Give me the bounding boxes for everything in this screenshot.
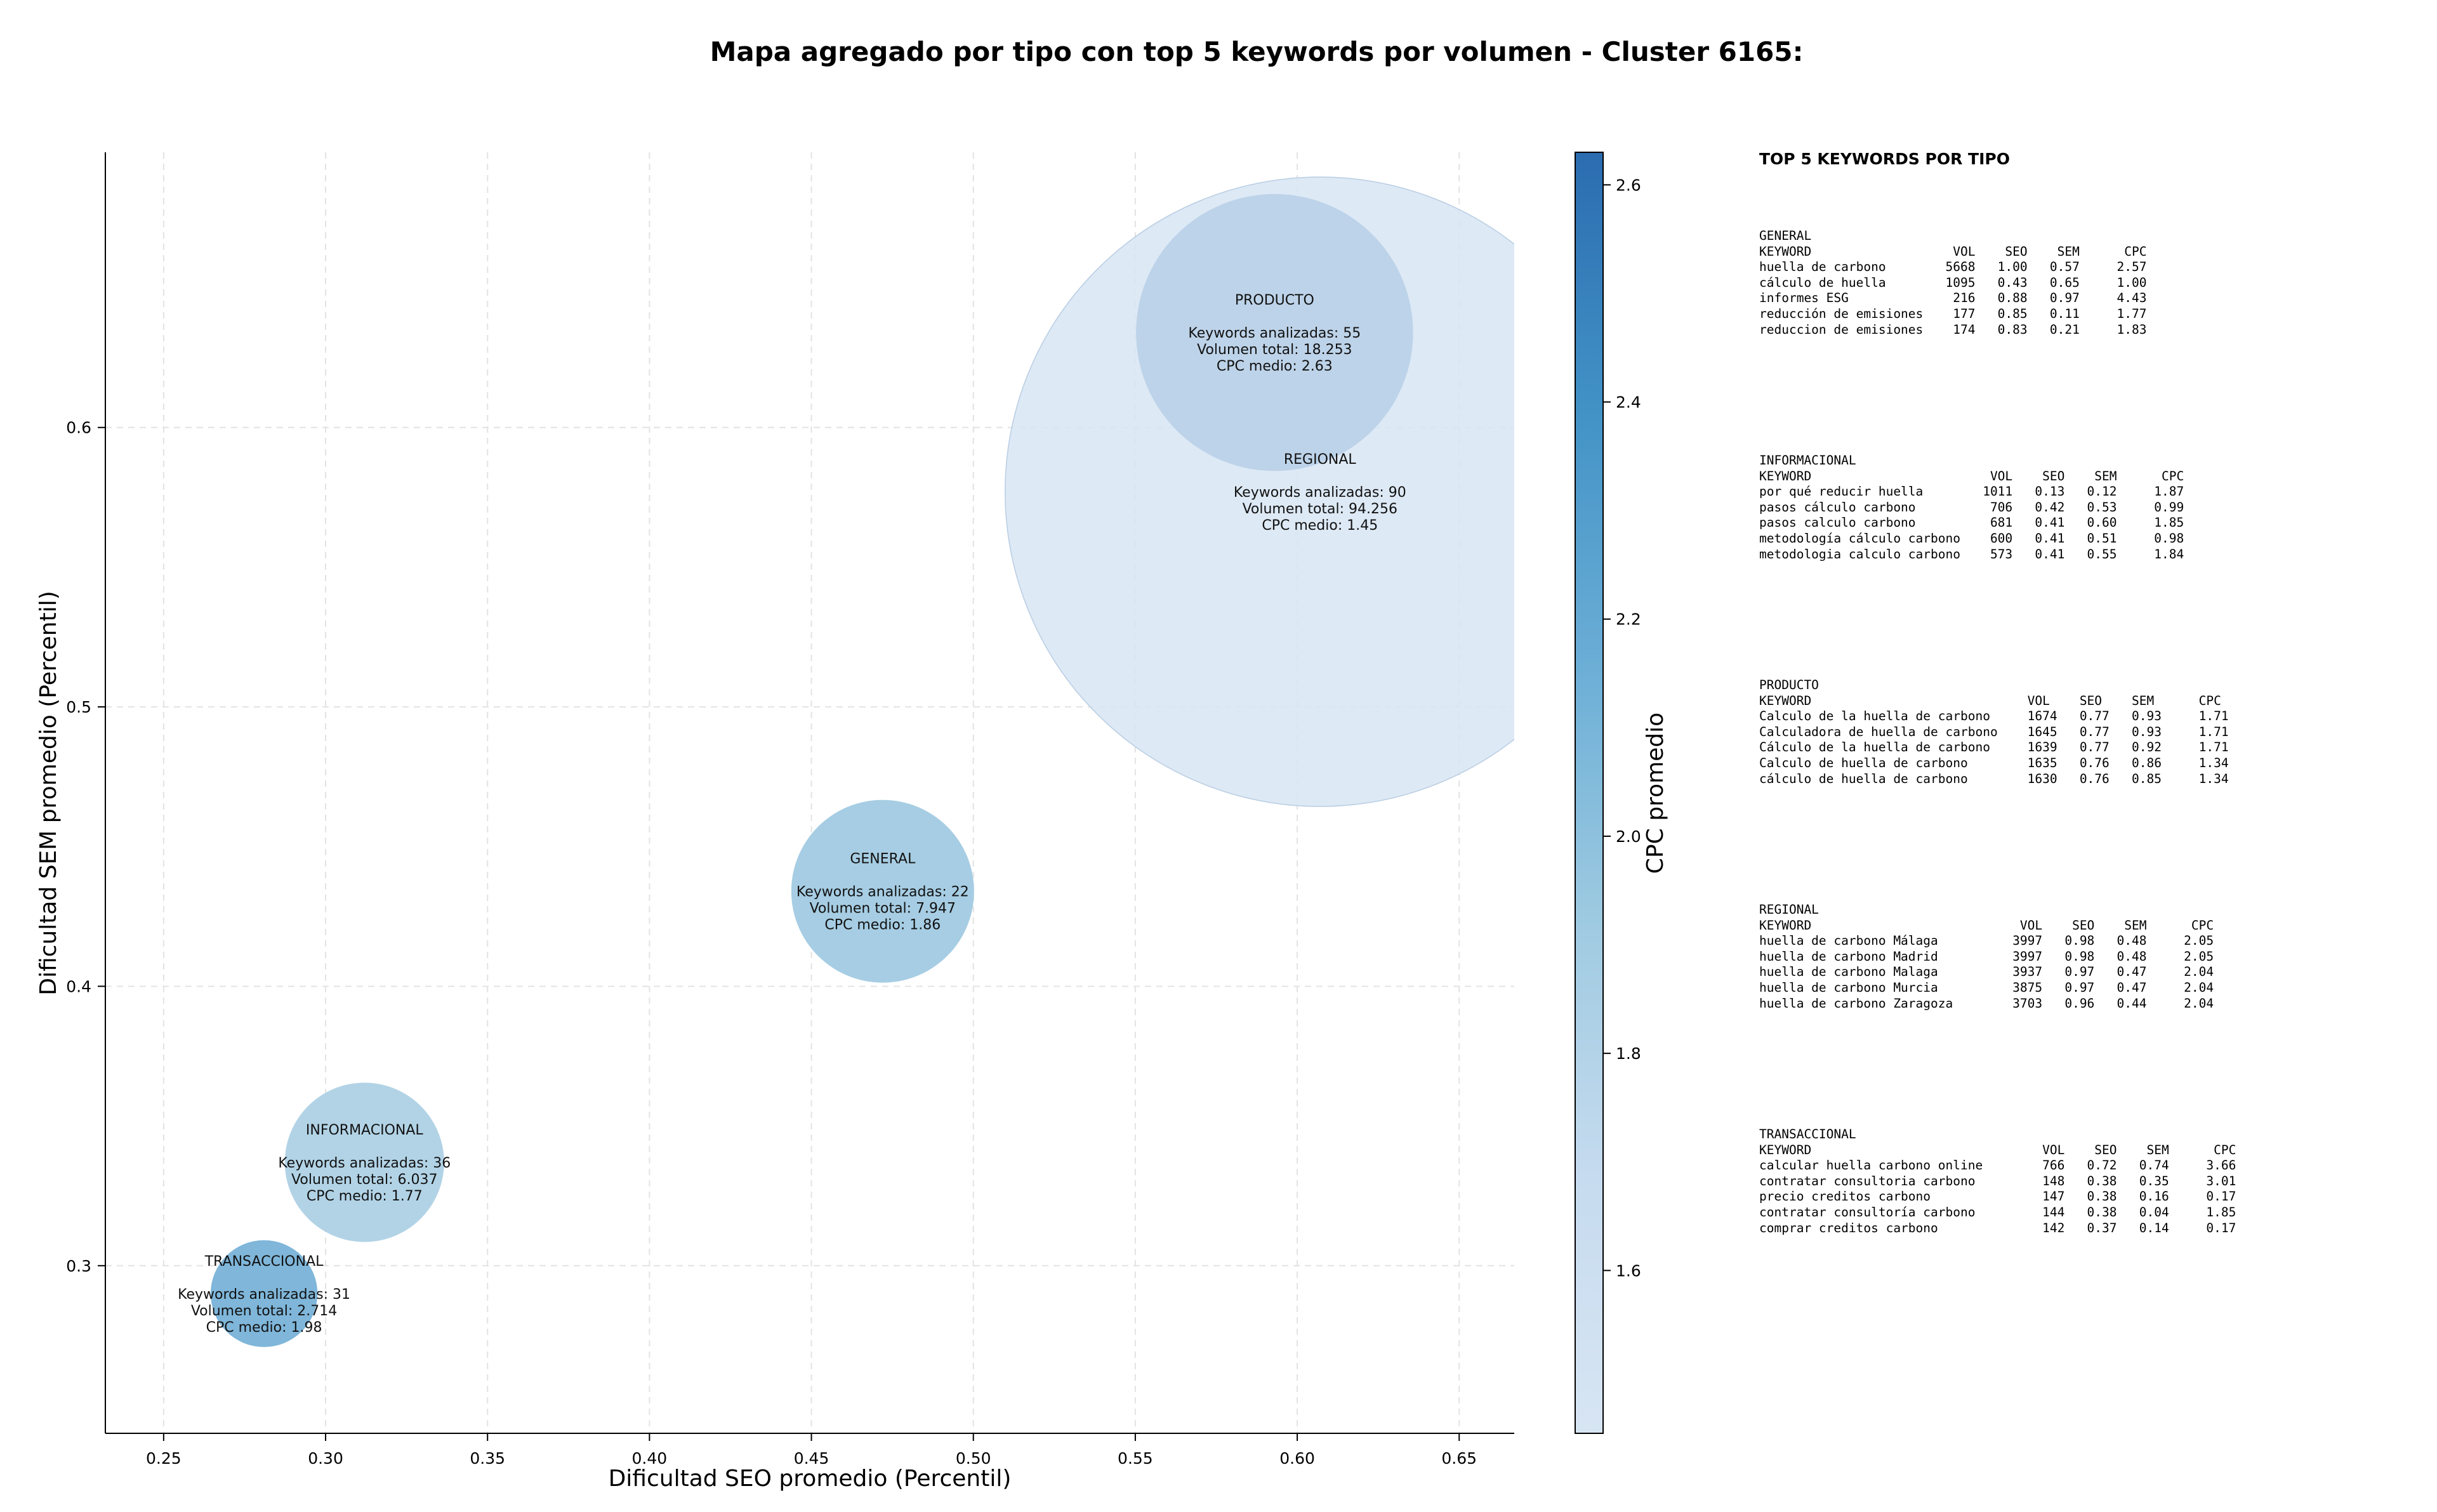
- x-tick-label: 0.55: [1118, 1449, 1153, 1468]
- bubble-label-title: PRODUCTO: [1235, 293, 1314, 308]
- bubble-label-line: Keywords analizadas: 90: [1234, 485, 1406, 501]
- bubble-label-line: Volumen total: 6.037: [291, 1172, 437, 1188]
- bubble-label-line: Keywords analizadas: 55: [1188, 325, 1361, 341]
- x-tick-label: 0.30: [308, 1449, 343, 1468]
- kw-row: cálculo de huella 1095 0.43 0.65 1.00: [1759, 275, 2147, 290]
- y-ticks: 0.3 0.4 0.5 0.6: [66, 419, 105, 1275]
- x-axis-label: Dificultad SEO promedio (Percentil): [609, 1466, 1012, 1492]
- kw-row: calcular huella carbono online 766 0.72 …: [1759, 1158, 2236, 1173]
- x-tick-label: 0.60: [1279, 1449, 1315, 1468]
- kw-row: metodología cálculo carbono 600 0.41 0.5…: [1759, 530, 2184, 546]
- kw-header: KEYWORD VOL SEO SEM CPC: [1759, 244, 2147, 259]
- grid-lines: [105, 152, 1514, 1433]
- colorbar-tick-label: 2.0: [1616, 827, 1641, 846]
- chart-title: Mapa agregado por tipo con top 5 keyword…: [710, 36, 1804, 67]
- kw-row: Calculo de la huella de carbono 1674 0.7…: [1759, 709, 2229, 724]
- kw-row: informes ESG 216 0.88 0.97 4.43: [1759, 291, 2147, 306]
- x-tick-label: 0.25: [146, 1449, 182, 1468]
- kw-header: KEYWORD VOL SEO SEM CPC: [1759, 468, 2184, 483]
- bubble-label-line: Volumen total: 7.947: [810, 901, 956, 917]
- bubble-label-line: Keywords analizadas: 31: [178, 1287, 350, 1303]
- keyword-table-producto: PRODUCTO KEYWORD VOL SEO SEM CPC Calculo…: [1759, 678, 2432, 787]
- kw-row: Calculadora de huella de carbono 1645 0.…: [1759, 724, 2229, 739]
- bubble-label-title: GENERAL: [850, 851, 916, 867]
- kw-row: precio creditos carbono 147 0.38 0.16 0.…: [1759, 1189, 2236, 1204]
- bubble-label-line: CPC medio: 1.77: [307, 1188, 423, 1204]
- kw-line: TRANSACCIONAL: [1759, 1127, 1856, 1141]
- bubble-label-line: Keywords analizadas: 22: [796, 884, 969, 900]
- kw-header: KEYWORD VOL SEO SEM CPC: [1759, 917, 2214, 933]
- keyword-table-transaccional: TRANSACCIONAL KEYWORD VOL SEO SEM CPC ca…: [1759, 1127, 2432, 1236]
- kw-row: huella de carbono Murcia 3875 0.97 0.47 …: [1759, 980, 2214, 995]
- kw-row: reduccion de emisiones 174 0.83 0.21 1.8…: [1759, 322, 2147, 337]
- colorbar: [1575, 152, 1604, 1434]
- kw-line: INFORMACIONAL: [1759, 453, 1856, 468]
- bubble-label-line: Keywords analizadas: 36: [278, 1155, 451, 1171]
- keyword-table-informacional: INFORMACIONAL KEYWORD VOL SEO SEM CPC po…: [1759, 453, 2432, 562]
- bubble-label-title: INFORMACIONAL: [306, 1122, 424, 1138]
- colorbar-tick-label: 1.8: [1616, 1044, 1641, 1063]
- x-ticks: 0.25 0.30 0.35 0.40 0.45 0.50 0.55 0.60 0.65: [146, 1433, 1477, 1468]
- colorbar-tick-label: 2.4: [1616, 393, 1641, 412]
- bubble-informacional: [284, 1082, 444, 1242]
- kw-row: cálculo de huella de carbono 1630 0.76 0…: [1759, 771, 2229, 786]
- top-keywords-heading: TOP 5 KEYWORDS POR TIPO: [1759, 150, 2010, 168]
- bubble-label-line: CPC medio: 1.98: [206, 1320, 322, 1336]
- bubble-regional: [1005, 176, 1514, 807]
- colorbar-tick-label: 1.6: [1616, 1261, 1641, 1280]
- keyword-table-regional: REGIONAL KEYWORD VOL SEO SEM CPC huella …: [1759, 902, 2432, 1011]
- kw-line: PRODUCTO: [1759, 678, 1819, 692]
- bubble-label-line: Volumen total: 2.714: [191, 1303, 337, 1319]
- x-tick-label: 0.50: [956, 1449, 991, 1468]
- bubble-general: [791, 799, 974, 983]
- bubble-label-line: CPC medio: 2.63: [1217, 358, 1333, 374]
- kw-row: huella de carbono Malaga 3937 0.97 0.47 …: [1759, 964, 2214, 980]
- colorbar-ticks: 1.6 1.8 2.0 2.2 2.4 2.6: [1603, 176, 1641, 1280]
- kw-line: REGIONAL: [1759, 902, 1819, 917]
- kw-row: comprar creditos carbono 142 0.37 0.14 0…: [1759, 1220, 2236, 1235]
- kw-row: huella de carbono Zaragoza 3703 0.96 0.4…: [1759, 996, 2214, 1011]
- x-tick-label: 0.40: [632, 1449, 668, 1468]
- kw-row: pasos calculo carbono 681 0.41 0.60 1.85: [1759, 515, 2184, 530]
- x-tick-label: 0.45: [794, 1449, 829, 1468]
- kw-row: contratar consultoria carbono 148 0.38 0…: [1759, 1173, 2236, 1188]
- colorbar-tick-label: 2.6: [1616, 176, 1641, 194]
- kw-row: huella de carbono 5668 1.00 0.57 2.57: [1759, 260, 2147, 275]
- colorbar-tick-label: 2.2: [1616, 610, 1641, 629]
- kw-row: huella de carbono Madrid 3997 0.98 0.48 …: [1759, 949, 2214, 964]
- kw-header: KEYWORD VOL SEO SEM CPC: [1759, 1142, 2236, 1157]
- kw-row: Cálculo de la huella de carbono 1639 0.7…: [1759, 740, 2229, 755]
- bubble-label-title: REGIONAL: [1284, 452, 1357, 468]
- kw-row: contratar consultoría carbono 144 0.38 0…: [1759, 1204, 2236, 1219]
- bubble-label-line: CPC medio: 1.86: [824, 917, 941, 933]
- kw-row: metodologia calculo carbono 573 0.41 0.5…: [1759, 546, 2184, 562]
- bubble-transaccional: [210, 1240, 318, 1347]
- kw-row: pasos cálculo carbono 706 0.42 0.53 0.99: [1759, 499, 2184, 515]
- kw-header: KEYWORD VOL SEO SEM CPC: [1759, 693, 2221, 708]
- keyword-table-general: GENERAL KEYWORD VOL SEO SEM CPC huella d…: [1759, 228, 2432, 338]
- y-axis-label: Dificultad SEM promedio (Percentil): [36, 591, 62, 996]
- kw-row: Calculo de huella de carbono 1635 0.76 0…: [1759, 755, 2229, 770]
- bubble-label-line: CPC medio: 1.45: [1262, 518, 1378, 534]
- bubble-label-title: TRANSACCIONAL: [204, 1254, 324, 1270]
- top-keywords-panel: TOP 5 KEYWORDS POR TIPO GENERAL KEYWORD …: [1759, 150, 2432, 1235]
- bubbles: [210, 176, 1514, 1347]
- y-tick-label: 0.5: [66, 698, 91, 716]
- kw-row: por qué reducir huella 1011 0.13 0.12 1.…: [1759, 484, 2184, 499]
- kw-line: GENERAL: [1759, 228, 1812, 243]
- x-tick-label: 0.35: [470, 1449, 505, 1468]
- kw-row: huella de carbono Málaga 3997 0.98 0.48 …: [1759, 933, 2214, 949]
- colorbar-label: CPC promedio: [1642, 713, 1668, 874]
- kw-row: reducción de emisiones 177 0.85 0.11 1.7…: [1759, 306, 2147, 321]
- bubble-label-line: Volumen total: 94.256: [1243, 501, 1397, 517]
- y-tick-label: 0.6: [66, 419, 91, 437]
- x-tick-label: 0.65: [1441, 1449, 1477, 1468]
- y-tick-label: 0.4: [66, 977, 91, 996]
- bubble-label-line: Volumen total: 18.253: [1197, 342, 1352, 358]
- y-tick-label: 0.3: [66, 1257, 91, 1275]
